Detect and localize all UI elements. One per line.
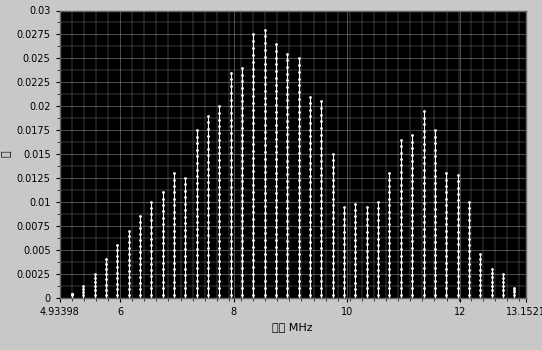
Y-axis label: 幅: 幅 — [1, 151, 11, 157]
X-axis label: 频率 MHz: 频率 MHz — [273, 322, 313, 332]
